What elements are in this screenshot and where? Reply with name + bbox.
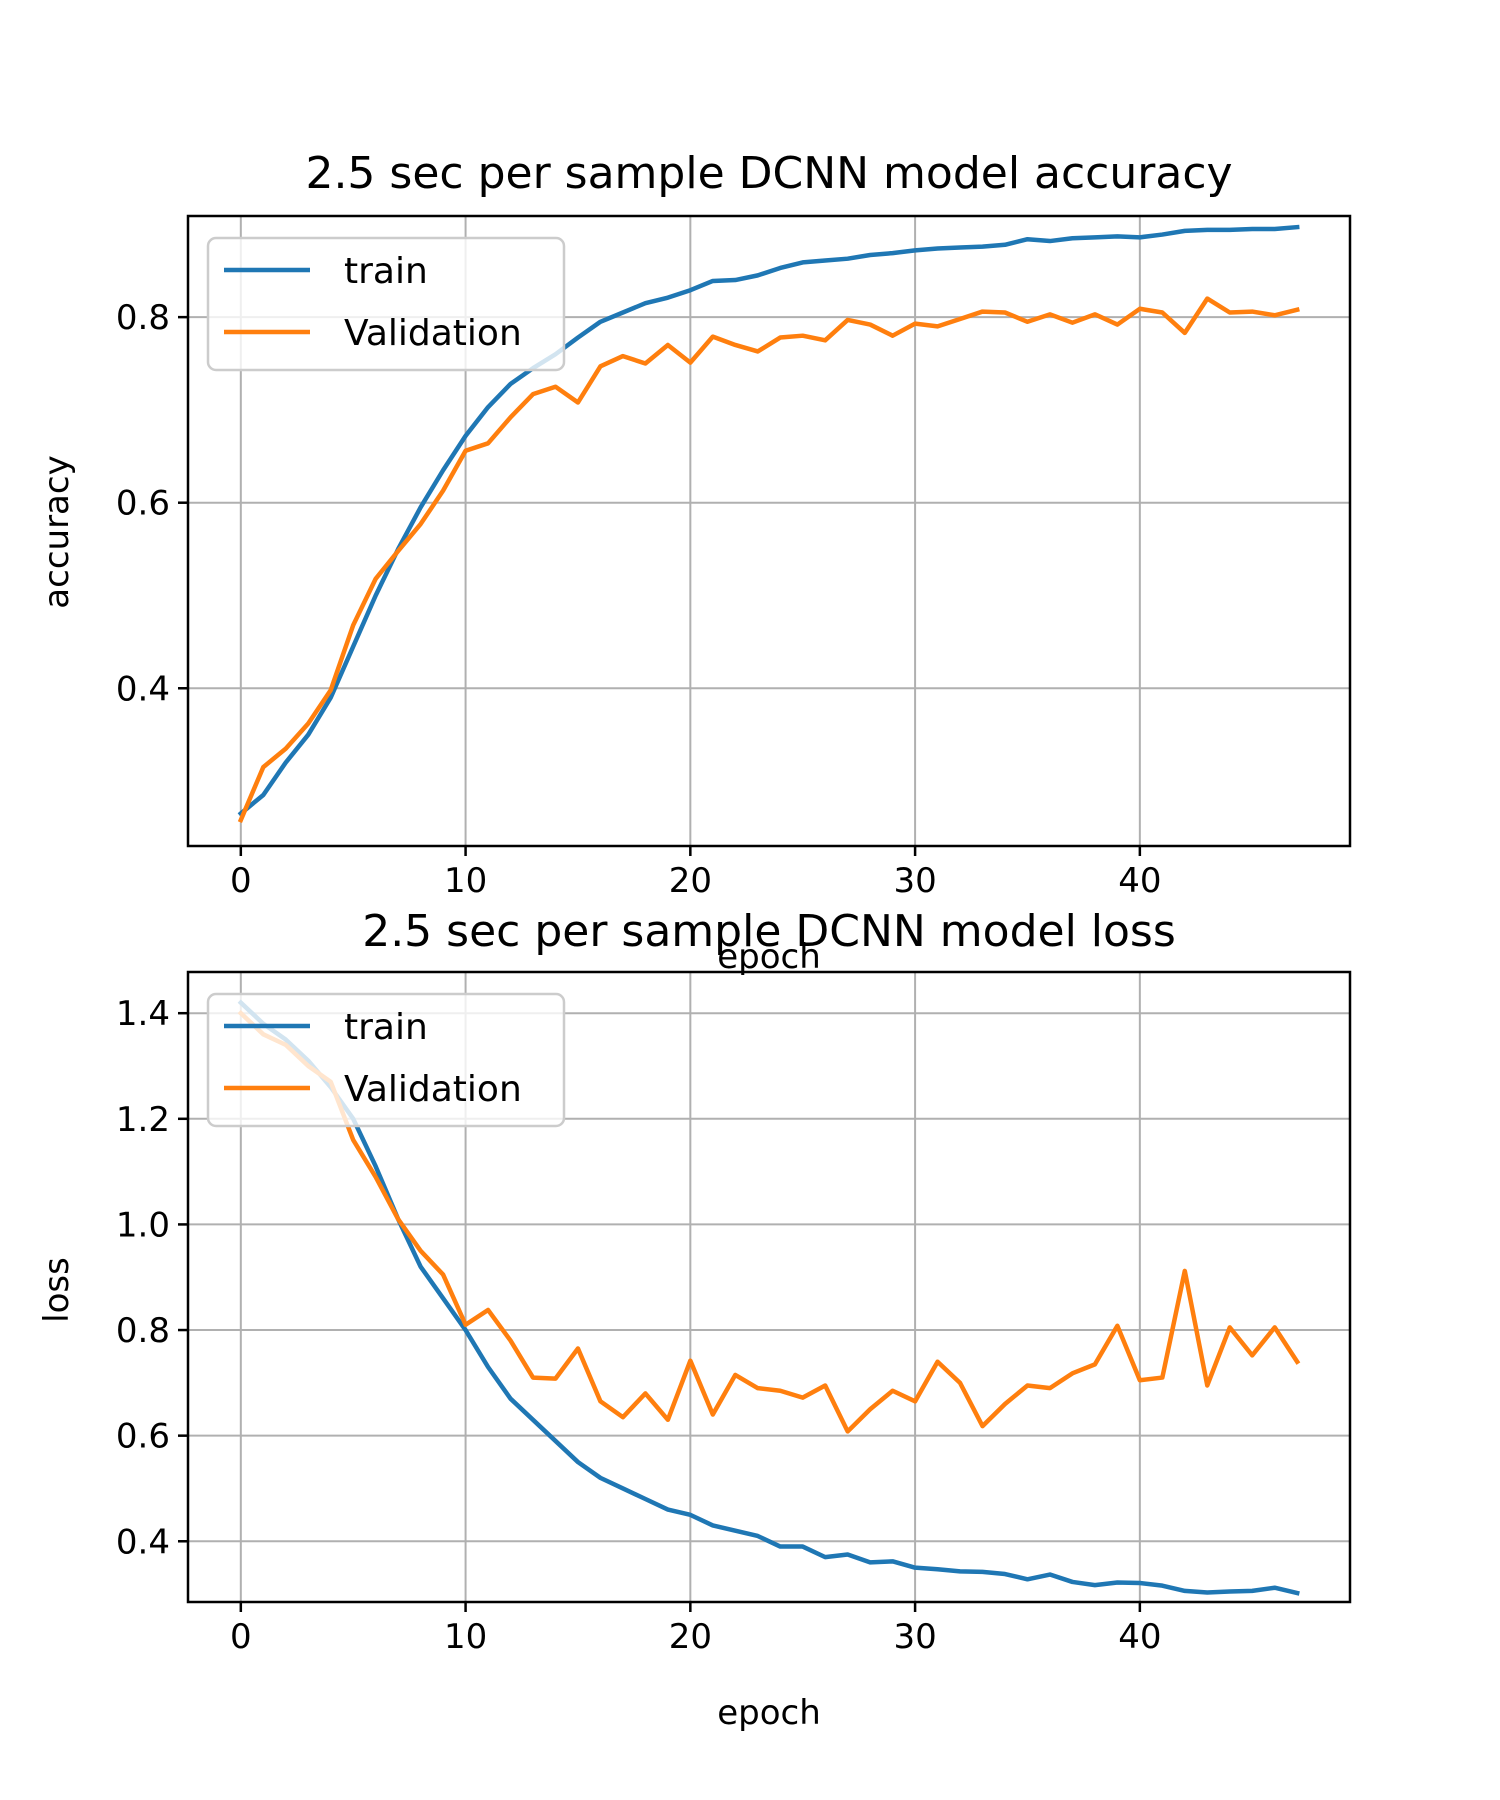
loss-x-tick-label: 30 <box>893 1617 936 1657</box>
accuracy-x-tick-label: 30 <box>893 861 936 901</box>
loss-axis-ticks: 0 10 20 30 40 0.4 0.6 0.8 1.0 1.2 1.4 <box>116 994 1162 1657</box>
loss-y-tick-label: 0.6 <box>116 1417 170 1457</box>
loss-y-tick-label: 0.4 <box>116 1522 170 1562</box>
accuracy-plot-frame <box>186 214 1352 848</box>
loss-x-tick-label: 0 <box>230 1617 252 1657</box>
loss-series <box>237 999 1301 1596</box>
accuracy-train-line <box>237 224 1300 817</box>
accuracy-x-axis-label: epoch <box>717 937 821 977</box>
accuracy-legend-validation-label: Validation <box>344 313 522 354</box>
accuracy-chart: 2.5 sec per sample DCNN model accuracy e… <box>37 148 1352 977</box>
loss-x-tick-label: 20 <box>669 1617 712 1657</box>
accuracy-validation-line <box>237 296 1300 823</box>
accuracy-x-tick-label: 10 <box>444 861 487 901</box>
loss-chart-title: 2.5 sec per sample DCNN model loss <box>362 906 1176 957</box>
accuracy-series <box>237 224 1300 823</box>
loss-y-tick-label: 0.8 <box>116 1311 170 1351</box>
loss-validation-line <box>237 1010 1301 1434</box>
loss-chart: 2.5 sec per sample DCNN model loss epoch… <box>37 906 1352 1733</box>
accuracy-x-tick-label: 40 <box>1118 861 1161 901</box>
loss-legend: train Validation <box>206 992 566 1128</box>
loss-legend-train-label: train <box>344 1007 428 1048</box>
accuracy-axis-ticks: 0 10 20 30 40 0.4 0.6 0.8 <box>116 298 1162 901</box>
loss-y-tick-label: 1.4 <box>116 994 170 1034</box>
loss-y-tick-label: 1.0 <box>116 1205 170 1245</box>
loss-legend-validation-label: Validation <box>344 1069 522 1110</box>
accuracy-legend: train Validation <box>206 236 566 372</box>
accuracy-y-axis-label: accuracy <box>37 455 77 608</box>
accuracy-legend-train-label: train <box>344 251 428 292</box>
accuracy-x-tick-label: 0 <box>230 861 252 901</box>
accuracy-y-tick-label: 0.6 <box>116 484 170 524</box>
accuracy-y-tick-label: 0.4 <box>116 669 170 709</box>
loss-x-axis-label: epoch <box>717 1693 821 1733</box>
accuracy-chart-title: 2.5 sec per sample DCNN model accuracy <box>305 148 1232 199</box>
loss-plot-frame <box>186 970 1352 1604</box>
loss-y-tick-label: 1.2 <box>116 1100 170 1140</box>
loss-y-axis-label: loss <box>37 1257 77 1323</box>
accuracy-y-tick-label: 0.8 <box>116 298 170 338</box>
accuracy-x-tick-label: 20 <box>669 861 712 901</box>
loss-x-tick-label: 40 <box>1118 1617 1161 1657</box>
loss-x-tick-label: 10 <box>444 1617 487 1657</box>
loss-train-line <box>237 999 1300 1596</box>
